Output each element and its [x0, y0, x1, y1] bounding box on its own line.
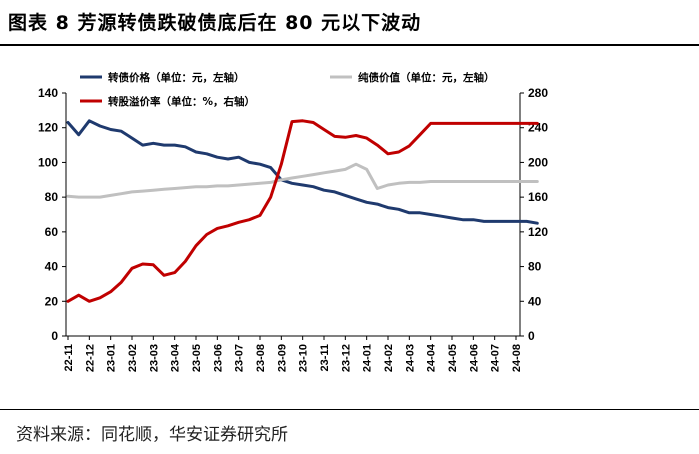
right-tick-label: 200: [528, 155, 548, 169]
right-tick-label: 160: [528, 190, 548, 204]
x-tick-label: 22-12: [84, 344, 96, 372]
left-tick-label: 120: [38, 121, 58, 135]
x-tick-label: 24-03: [404, 344, 416, 372]
legend-label-3: 转股溢价率（单位：%，右轴）: [108, 95, 255, 108]
right-tick-label: 80: [528, 260, 542, 274]
x-tick-label: 23-01: [106, 344, 118, 372]
right-tick-label: 280: [528, 86, 548, 100]
right-tick-label: 120: [528, 225, 548, 239]
series-line-1: [66, 119, 539, 225]
source-divider: [0, 409, 699, 410]
x-tick-label: 23-07: [234, 344, 246, 372]
x-tick-label: 24-07: [490, 344, 502, 372]
x-tick-label: 22-11: [63, 344, 75, 372]
x-tick-label: 23-05: [191, 344, 203, 372]
x-tick-label: 23-04: [170, 343, 182, 372]
left-tick-label: 100: [38, 155, 58, 169]
x-tick-label: 23-10: [298, 344, 310, 372]
x-tick-label: 24-02: [383, 344, 395, 372]
x-tick-label: 24-06: [468, 344, 480, 372]
left-tick-label: 60: [45, 225, 59, 239]
right-tick-label: 0: [528, 329, 535, 343]
x-tick-label: 23-08: [255, 344, 267, 372]
legend-label-1: 转债价格（单位：元，左轴）: [108, 71, 245, 84]
x-tick-label: 24-08: [511, 344, 523, 372]
left-tick-label: 80: [45, 190, 59, 204]
x-tick-label: 24-01: [362, 344, 374, 372]
left-tick-label: 20: [45, 294, 59, 308]
right-tick-label: 40: [528, 294, 542, 308]
series-line-3: [66, 119, 539, 303]
x-tick-label: 23-09: [276, 344, 288, 372]
x-tick-label: 23-06: [212, 344, 224, 372]
left-tick-label: 0: [51, 329, 58, 343]
x-tick-label: 23-03: [148, 344, 160, 372]
figure-title: 图表 8 芳源转债跌破债底后在 80 元以下波动: [8, 12, 422, 34]
x-tick-label: 24-04: [426, 343, 438, 372]
title-divider: [0, 44, 699, 46]
left-tick-label: 140: [38, 86, 58, 100]
left-tick-label: 40: [45, 260, 59, 274]
series-line-2: [66, 162, 539, 199]
legend-label-2: 纯债价值（单位：元，左轴）: [358, 71, 495, 84]
x-tick-label: 23-11: [319, 344, 331, 372]
source-note: 资料来源：同花顺，华安证券研究所: [16, 425, 288, 445]
x-tick-label: 23-12: [340, 344, 352, 372]
line-chart: 0204060801001201400408012016020024028022…: [38, 71, 548, 372]
x-tick-label: 24-05: [447, 344, 459, 372]
x-tick-label: 23-02: [127, 344, 139, 372]
